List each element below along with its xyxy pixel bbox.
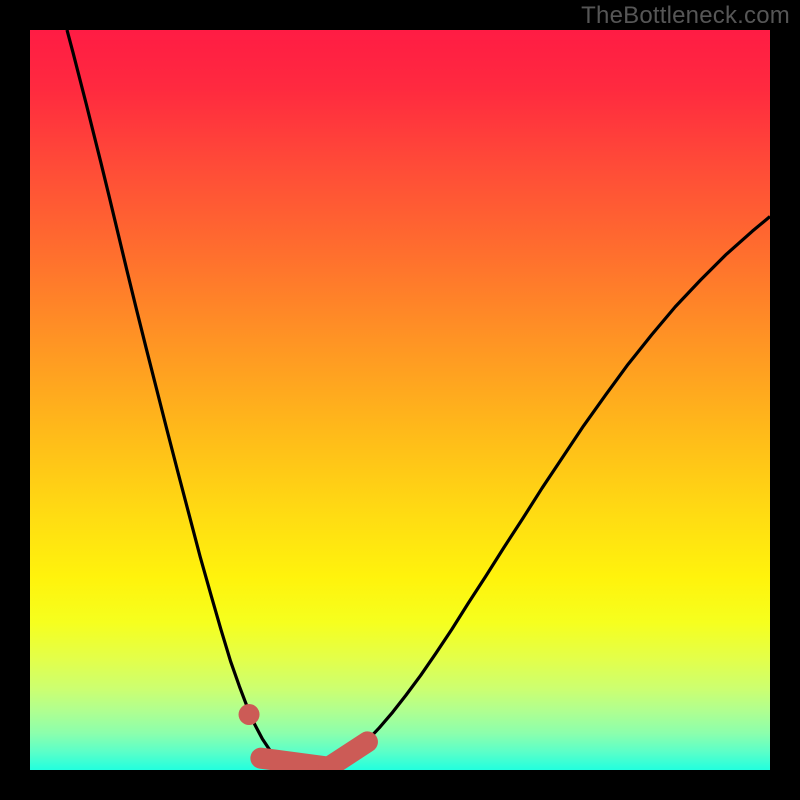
marker-dot-0 xyxy=(239,704,260,725)
bottleneck-chart xyxy=(0,0,800,800)
plot-background xyxy=(30,30,770,770)
watermark-text: TheBottleneck.com xyxy=(581,2,790,30)
marker-capsule-1 xyxy=(261,758,328,767)
chart-root: TheBottleneck.com xyxy=(0,0,800,800)
